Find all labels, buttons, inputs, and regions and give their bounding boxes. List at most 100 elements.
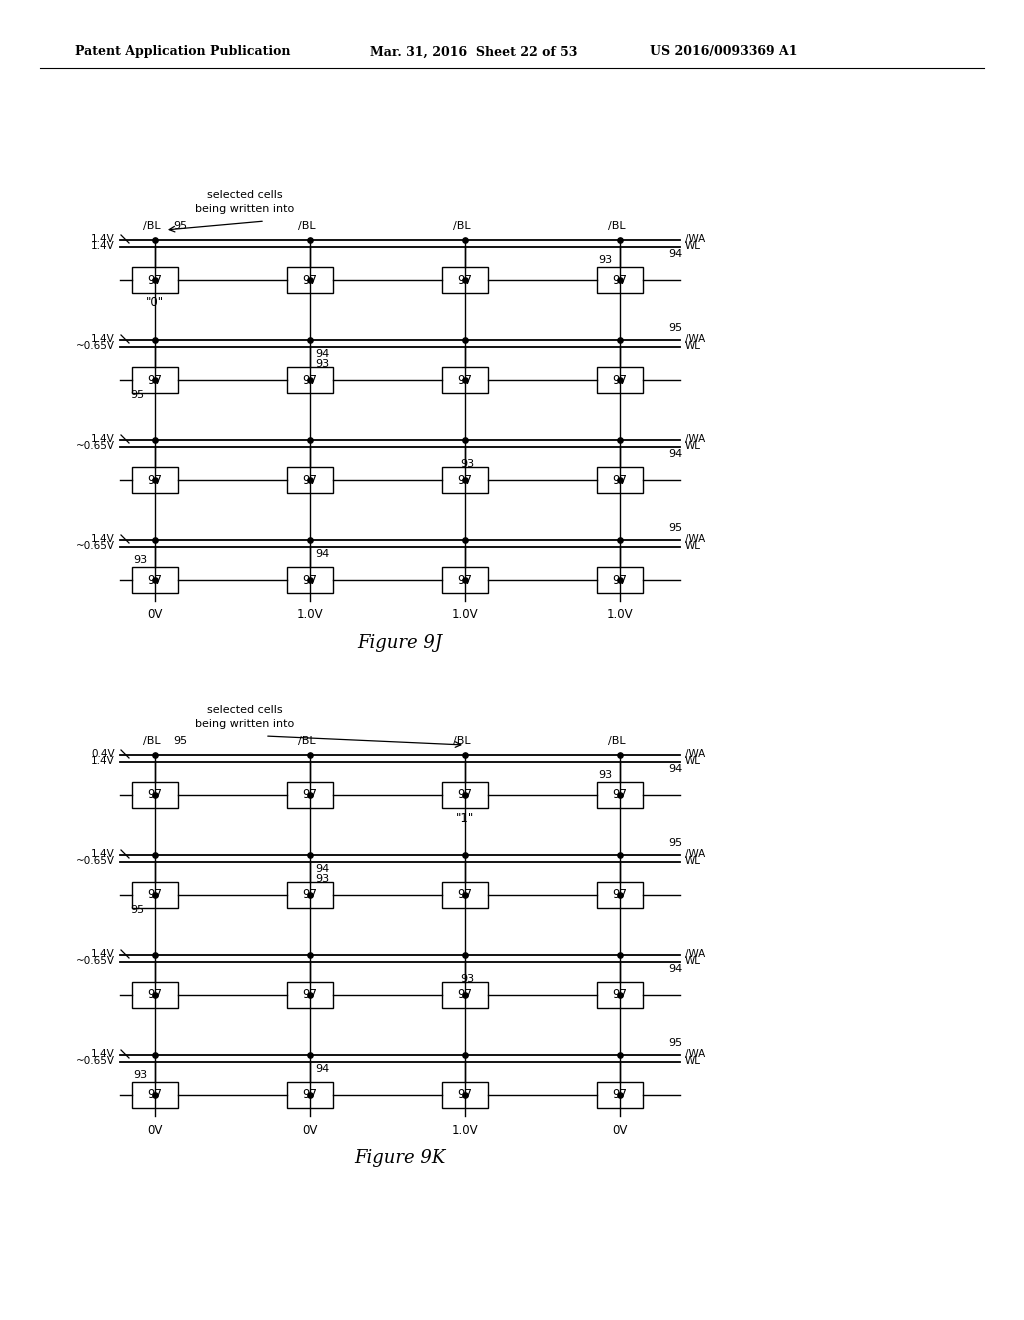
Bar xyxy=(597,467,643,492)
Text: 94: 94 xyxy=(668,964,682,974)
Bar xyxy=(287,367,333,393)
Text: 0.4V: 0.4V xyxy=(91,748,115,759)
Text: 97: 97 xyxy=(302,374,317,387)
Text: 94: 94 xyxy=(668,249,682,259)
Text: /WA: /WA xyxy=(685,949,706,960)
Text: 97: 97 xyxy=(458,573,472,586)
Text: 0V: 0V xyxy=(302,1123,317,1137)
Text: /WA: /WA xyxy=(685,849,706,859)
Text: 97: 97 xyxy=(147,989,163,1002)
Text: 97: 97 xyxy=(458,374,472,387)
Text: 1.4V: 1.4V xyxy=(91,242,115,251)
Bar xyxy=(442,267,488,293)
Text: 1.4V: 1.4V xyxy=(91,1049,115,1059)
Bar xyxy=(132,781,178,808)
Bar xyxy=(287,982,333,1008)
Text: 93: 93 xyxy=(315,359,329,370)
Text: 1.4V: 1.4V xyxy=(91,334,115,345)
Text: /BL: /BL xyxy=(298,220,315,231)
Text: 97: 97 xyxy=(458,1089,472,1101)
Text: 0V: 0V xyxy=(612,1123,628,1137)
Text: 95: 95 xyxy=(668,323,682,333)
Text: 93: 93 xyxy=(598,255,612,265)
Text: 97: 97 xyxy=(147,573,163,586)
Bar xyxy=(597,882,643,908)
Text: Mar. 31, 2016  Sheet 22 of 53: Mar. 31, 2016 Sheet 22 of 53 xyxy=(370,45,578,58)
Text: 97: 97 xyxy=(612,273,628,286)
Text: 97: 97 xyxy=(302,788,317,801)
Bar xyxy=(442,982,488,1008)
Text: "0": "0" xyxy=(146,297,164,309)
Text: 97: 97 xyxy=(302,474,317,487)
Text: WL: WL xyxy=(685,855,701,866)
Text: selected cells: selected cells xyxy=(207,705,283,715)
Text: ~0.65V: ~0.65V xyxy=(76,541,115,550)
Text: 93: 93 xyxy=(133,554,147,565)
Text: WL: WL xyxy=(685,1056,701,1067)
Text: 1.0V: 1.0V xyxy=(452,1123,478,1137)
Text: US 2016/0093369 A1: US 2016/0093369 A1 xyxy=(650,45,798,58)
Bar xyxy=(442,568,488,593)
Text: /BL: /BL xyxy=(143,737,161,746)
Text: 97: 97 xyxy=(147,374,163,387)
Text: being written into: being written into xyxy=(196,205,295,214)
Text: WL: WL xyxy=(685,756,701,766)
Text: 97: 97 xyxy=(612,573,628,586)
Bar xyxy=(442,367,488,393)
Text: 1.0V: 1.0V xyxy=(452,609,478,622)
Bar xyxy=(132,882,178,908)
Text: 95: 95 xyxy=(173,220,187,231)
Text: WL: WL xyxy=(685,441,701,451)
Bar xyxy=(597,781,643,808)
Text: /WA: /WA xyxy=(685,334,706,345)
Bar xyxy=(287,467,333,492)
Text: 95: 95 xyxy=(130,906,144,915)
Text: 94: 94 xyxy=(668,764,682,774)
Text: 1.0V: 1.0V xyxy=(606,609,633,622)
Text: 1.4V: 1.4V xyxy=(91,234,115,244)
Text: 0V: 0V xyxy=(147,1123,163,1137)
Bar xyxy=(287,882,333,908)
Text: /BL: /BL xyxy=(298,737,315,746)
Text: 97: 97 xyxy=(302,888,317,902)
Text: 95: 95 xyxy=(668,1038,682,1048)
Text: 95: 95 xyxy=(173,737,187,746)
Text: 97: 97 xyxy=(612,989,628,1002)
Text: /BL: /BL xyxy=(143,220,161,231)
Text: 0V: 0V xyxy=(147,609,163,622)
Text: 94: 94 xyxy=(668,449,682,459)
Text: Figure 9K: Figure 9K xyxy=(354,1148,445,1167)
Bar xyxy=(597,267,643,293)
Text: 93: 93 xyxy=(133,1071,147,1080)
Text: /WA: /WA xyxy=(685,234,706,244)
Bar xyxy=(132,367,178,393)
Text: WL: WL xyxy=(685,242,701,251)
Bar xyxy=(287,781,333,808)
Text: /WA: /WA xyxy=(685,535,706,544)
Text: ~0.65V: ~0.65V xyxy=(76,956,115,966)
Text: 1.4V: 1.4V xyxy=(91,756,115,766)
Text: 93: 93 xyxy=(460,459,474,469)
Bar xyxy=(597,1082,643,1107)
Text: 1.4V: 1.4V xyxy=(91,434,115,444)
Text: 93: 93 xyxy=(315,874,329,884)
Text: ~0.65V: ~0.65V xyxy=(76,1056,115,1067)
Text: 93: 93 xyxy=(598,770,612,780)
Bar xyxy=(597,982,643,1008)
Bar xyxy=(132,982,178,1008)
Text: ~0.65V: ~0.65V xyxy=(76,441,115,451)
Text: 93: 93 xyxy=(460,974,474,983)
Text: 1.4V: 1.4V xyxy=(91,535,115,544)
Text: 97: 97 xyxy=(458,474,472,487)
Text: WL: WL xyxy=(685,956,701,966)
Bar xyxy=(287,1082,333,1107)
Text: 97: 97 xyxy=(147,1089,163,1101)
Bar xyxy=(132,467,178,492)
Text: Figure 9J: Figure 9J xyxy=(357,634,442,652)
Text: 97: 97 xyxy=(147,273,163,286)
Text: 95: 95 xyxy=(668,838,682,847)
Bar xyxy=(597,568,643,593)
Text: 97: 97 xyxy=(147,888,163,902)
Text: /WA: /WA xyxy=(685,434,706,444)
Text: 97: 97 xyxy=(302,1089,317,1101)
